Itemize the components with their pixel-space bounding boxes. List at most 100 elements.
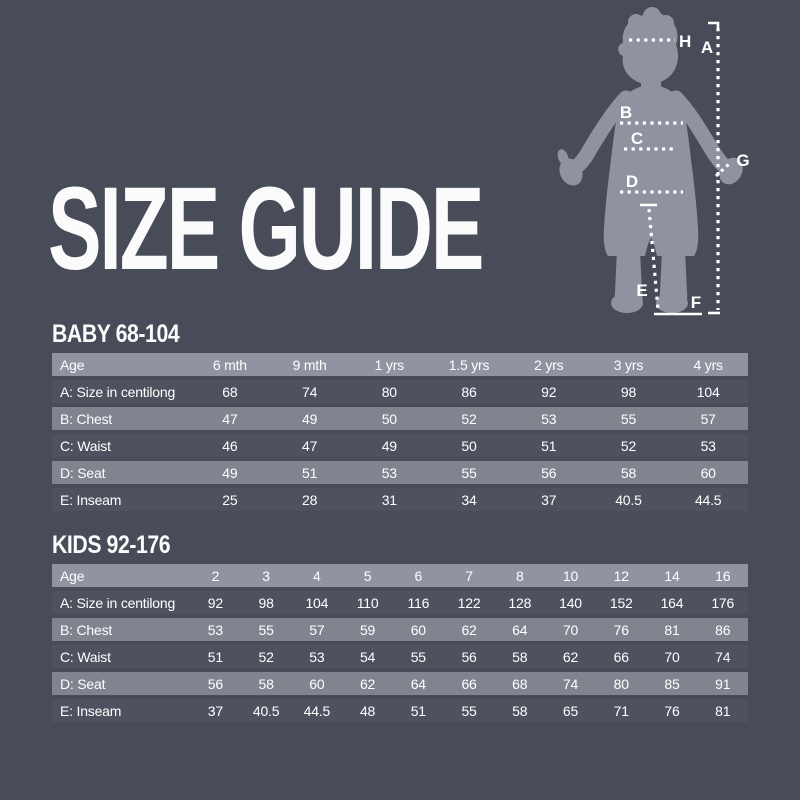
value-cell: 49 (381, 437, 397, 454)
label-a: A (701, 38, 713, 57)
value-cell: 176 (711, 594, 735, 611)
row-label-cell: D: Seat (60, 675, 106, 692)
value-cell: 52 (461, 410, 477, 427)
value-cell: 52 (258, 648, 274, 665)
header-cell: 3 (262, 567, 270, 584)
value-cell: 56 (207, 675, 223, 692)
value-cell: 60 (700, 464, 716, 481)
row-label-cell: A: Size in centilong (60, 383, 176, 400)
header-label-cell: Age (60, 356, 85, 373)
label-g: G (736, 151, 749, 170)
value-cell: 48 (359, 702, 376, 719)
value-cell: 92 (207, 594, 223, 611)
value-cell: 104 (305, 594, 329, 611)
table-row: B: Chest 53 55 57 59 60 62 64 70 76 81 86 (52, 618, 748, 641)
value-cell: 122 (457, 594, 481, 611)
value-cell: 58 (512, 702, 528, 719)
value-cell: 52 (620, 437, 637, 454)
value-cell: 62 (562, 648, 579, 665)
value-cell: 57 (700, 410, 716, 427)
value-cell: 40.5 (615, 491, 642, 508)
value-cell: 49 (222, 464, 238, 481)
value-cell: 37 (207, 702, 223, 719)
label-d: D (626, 172, 638, 191)
table-row: D: Seat 56 58 60 62 64 66 68 74 80 85 91 (52, 672, 748, 695)
table-row: E: Inseam 25 28 31 34 37 40.5 44.5 (52, 488, 748, 511)
value-cell: 28 (301, 491, 318, 508)
header-cell: 8 (515, 567, 524, 584)
value-cell: 58 (620, 464, 637, 481)
row-label-cell: A: Size in centilong (60, 594, 176, 611)
height-top-bracket (708, 21, 720, 30)
value-cell: 80 (613, 675, 629, 692)
row-label-cell: C: Waist (60, 437, 111, 454)
value-cell: 46 (222, 437, 238, 454)
value-cell: 116 (407, 594, 430, 611)
value-cell: 55 (461, 464, 477, 481)
value-cell: 128 (508, 594, 532, 611)
row-label-cell: E: Inseam (60, 491, 122, 508)
value-cell: 68 (512, 675, 528, 692)
value-cell: 50 (381, 410, 397, 427)
label-h: H (679, 32, 691, 51)
value-cell: 31 (381, 491, 397, 508)
header-cell: 4 (313, 567, 321, 584)
header-label-cell: Age (60, 567, 85, 584)
value-cell: 40.5 (252, 702, 280, 719)
value-cell: 51 (301, 464, 318, 481)
value-cell: 66 (613, 648, 629, 665)
page-title: SIZE GUIDE (48, 163, 484, 295)
table-row: A: Size in centilong 68 74 80 86 92 98 104 (52, 380, 748, 403)
value-cell: 66 (461, 675, 477, 692)
header-cell: 7 (465, 567, 473, 584)
header-cell: 6 (414, 567, 423, 584)
value-cell: 34 (461, 491, 477, 508)
baby-size-table: Age 6 mth 9 mth 1 yrs 1.5 yrs 2 yrs 3 yrs 4 yrs… (52, 353, 748, 511)
value-cell: 58 (512, 648, 528, 665)
header-cell: 1.5 yrs (448, 356, 490, 373)
value-cell: 51 (410, 702, 426, 719)
value-cell: 60 (410, 621, 426, 638)
value-cell: 98 (620, 383, 637, 400)
header-cell: 2 yrs (534, 356, 564, 373)
value-cell: 74 (562, 675, 579, 692)
value-cell: 86 (715, 621, 731, 638)
value-cell: 55 (410, 648, 426, 665)
sleeve-measure-line (714, 162, 731, 178)
value-cell: 44.5 (303, 702, 331, 719)
value-cell: 56 (541, 464, 557, 481)
table-row: A: Size in centilong 92 98 104 110 116 122 128 1… (52, 591, 748, 614)
value-cell: 51 (207, 648, 223, 665)
value-cell: 76 (664, 702, 680, 719)
value-cell: 80 (381, 383, 397, 400)
row-label-cell: E: Inseam (60, 702, 122, 719)
value-cell: 47 (301, 437, 318, 454)
inseam-measure-line (647, 208, 660, 311)
value-cell: 86 (461, 383, 477, 400)
value-cell: 58 (258, 675, 274, 692)
header-cell: 12 (613, 567, 629, 584)
value-cell: 37 (541, 491, 557, 508)
value-cell: 81 (664, 621, 680, 638)
value-cell: 62 (461, 621, 477, 638)
value-cell: 53 (381, 464, 397, 481)
baby-table-title: BABY 68-104 (52, 320, 180, 348)
header-cell: 6 mth (212, 356, 247, 373)
label-c: C (631, 129, 643, 148)
value-cell: 71 (613, 702, 629, 719)
value-cell: 55 (620, 410, 637, 427)
value-cell: 74 (301, 383, 318, 400)
value-cell: 62 (359, 675, 376, 692)
table-row: C: Waist 51 52 53 54 55 56 58 62 66 70 74 (52, 645, 748, 668)
header-cell: 2 (211, 567, 220, 584)
value-cell: 92 (541, 383, 557, 400)
measurement-figure: H A B C D E F G (550, 0, 800, 330)
value-cell: 85 (664, 675, 680, 692)
row-label-cell: B: Chest (60, 410, 113, 427)
value-cell: 76 (613, 621, 629, 638)
value-cell: 56 (461, 648, 477, 665)
table-header-row: Age 2 3 4 5 6 7 8 10 12 14 16 (52, 564, 748, 587)
header-cell: 5 (363, 567, 372, 584)
value-cell: 74 (715, 648, 731, 665)
table-row: B: Chest 47 49 50 52 53 55 57 (52, 407, 748, 430)
